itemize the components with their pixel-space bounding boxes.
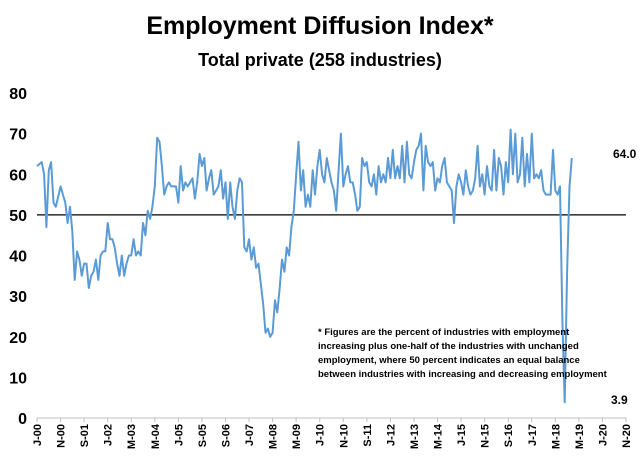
chart-subtitle: Total private (258 industries): [198, 50, 442, 70]
footnote-line: between industries with increasing and d…: [318, 369, 608, 380]
y-tick-label: 10: [9, 370, 27, 387]
x-tick-label: M-03: [126, 424, 138, 449]
y-tick-label: 70: [9, 127, 27, 144]
y-axis: 0 10 20 30 40 50 60 70 80: [9, 86, 27, 428]
footnote: * Figures are the percent of industries …: [318, 327, 608, 380]
last-value-label: 64.0: [613, 147, 637, 161]
x-tick-label: M-09: [291, 424, 303, 449]
x-tick-label: N-20: [621, 424, 633, 448]
x-tick-label: N-00: [56, 424, 68, 448]
x-tick-label: J-10: [315, 424, 327, 446]
footnote-line: * Figures are the percent of industries …: [318, 327, 570, 338]
x-tick-label: M-19: [574, 424, 586, 449]
x-tick-label: J-20: [597, 424, 609, 446]
x-tick-label: J-17: [527, 424, 539, 446]
x-tick-label: J-00: [32, 424, 44, 446]
x-tick-label: S-16: [503, 424, 515, 447]
x-tick-label: S-06: [220, 424, 232, 447]
x-tick-label: M-08: [268, 424, 280, 449]
footnote-line: increasing plus one-half of the industri…: [318, 341, 579, 352]
x-tick-label: M-13: [409, 424, 421, 449]
diffusion-index-line: [36, 128, 573, 404]
x-tick-label: S-05: [197, 424, 209, 447]
x-tick-label: J-07: [244, 424, 256, 446]
chart-title: Employment Diffusion Index*: [146, 12, 494, 40]
y-tick-label: 50: [9, 208, 27, 225]
y-tick-label: 40: [9, 249, 27, 266]
y-tick-label: 60: [9, 167, 27, 184]
footnote-line: employment, where 50 percent indicates a…: [318, 355, 580, 366]
x-tick-label: J-02: [103, 424, 115, 446]
y-tick-label: 30: [9, 289, 27, 306]
x-tick-label: J-12: [385, 424, 397, 446]
x-tick-label: N-10: [338, 424, 350, 448]
x-tick-label: M-04: [150, 423, 162, 449]
x-tick-label: J-05: [173, 424, 185, 446]
x-tick-label: J-15: [456, 424, 468, 446]
y-tick-label: 80: [9, 86, 27, 103]
y-tick-label: 0: [18, 411, 27, 428]
x-tick-label: M-14: [433, 423, 445, 449]
min-value-label: 3.9: [611, 393, 628, 407]
x-tick-label: N-15: [480, 424, 492, 448]
x-tick-label: S-11: [362, 424, 374, 447]
x-tick-label: M-18: [550, 424, 562, 449]
x-axis: J-00 N-00 S-01 J-02 M-03 M-04 J-05 S-05 S-06 J-07…: [32, 417, 633, 449]
x-tick-label: S-01: [79, 424, 91, 447]
series-layer: [36, 128, 573, 404]
y-tick-label: 20: [9, 330, 27, 347]
